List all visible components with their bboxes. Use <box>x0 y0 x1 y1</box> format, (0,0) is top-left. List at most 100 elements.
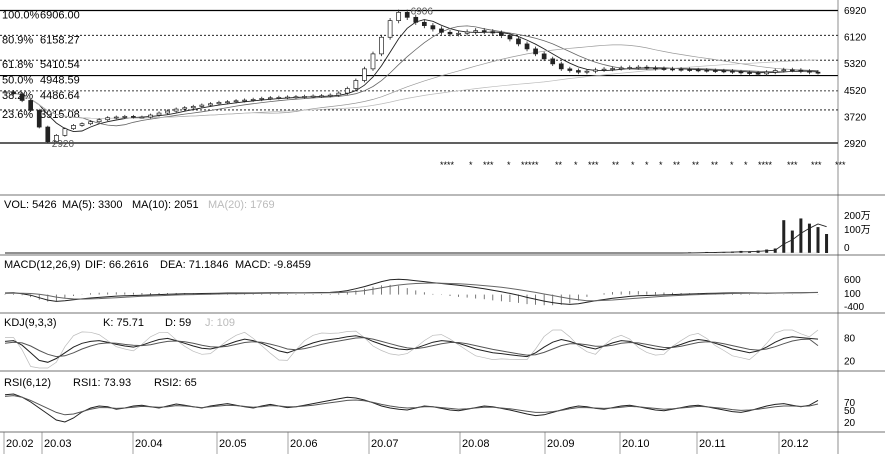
candle-body <box>730 70 735 73</box>
candle-body <box>687 69 692 71</box>
candle-body <box>387 20 393 38</box>
x-axis-label: 20.11 <box>699 438 726 450</box>
signal-mark: * <box>659 160 663 170</box>
signal-mark: ** <box>673 160 681 170</box>
candle-body <box>353 80 359 89</box>
candle-body <box>558 63 564 70</box>
candle-body <box>122 116 128 118</box>
volume-bar <box>765 249 769 253</box>
signal-mark: **** <box>758 160 773 170</box>
volume-bar <box>773 248 777 253</box>
candle-body <box>233 100 239 103</box>
volume-bar <box>816 227 820 253</box>
candle-body <box>79 123 85 126</box>
vol-y-tick: 100万 <box>844 225 871 236</box>
candle-body <box>807 70 812 73</box>
candle-body <box>2 91 8 94</box>
candle-body <box>653 67 658 70</box>
candle-body <box>404 11 410 18</box>
macd-y-tick: -400 <box>844 302 864 313</box>
candle-body <box>156 112 162 116</box>
candle-body <box>618 67 624 70</box>
candle-body <box>199 104 205 107</box>
candle-body <box>576 70 581 73</box>
signal-mark: ** <box>555 160 563 170</box>
candle-body <box>781 69 787 72</box>
candle-body <box>413 16 419 23</box>
vol-y-tick: 0 <box>844 243 850 254</box>
fib-value-label: 5410.54 <box>40 59 80 71</box>
volume-bar <box>756 250 760 253</box>
candle-body <box>11 91 16 95</box>
candle-body <box>319 95 324 98</box>
kdj-y-tick: 80 <box>844 334 856 345</box>
x-axis-label: 20.08 <box>462 438 490 450</box>
vol-ma5-line <box>5 223 827 254</box>
candle-body <box>421 21 427 26</box>
volume-bar <box>799 218 803 253</box>
macd-dea-label: DEA: 71.1846 <box>160 259 229 271</box>
candle-body <box>216 102 222 105</box>
macd-y-tick: 600 <box>844 275 861 286</box>
candle-body <box>208 103 213 106</box>
signal-mark: * <box>507 160 511 170</box>
candle-body <box>481 30 487 32</box>
candle-body <box>439 28 444 33</box>
candle-body <box>755 72 761 75</box>
fib-pct-label: 23.6% <box>2 109 33 121</box>
kdj-j-label: J: 109 <box>205 317 235 329</box>
candle-body <box>336 92 342 96</box>
signal-mark: * <box>730 160 734 170</box>
macd-dea-line <box>4 282 819 302</box>
fib-value-label: 6906.00 <box>40 9 80 21</box>
candle-body <box>310 95 316 98</box>
candle-body <box>62 128 68 136</box>
rsi-y-tick: 50 <box>844 406 856 417</box>
x-axis-label: 20.12 <box>781 438 809 450</box>
rsi-label: RSI(6,12) <box>4 377 51 389</box>
macd-dif-label: DIF: 66.2616 <box>85 259 149 271</box>
candle-body <box>550 58 556 65</box>
x-axis-label: 20.06 <box>290 438 318 450</box>
candle-body <box>490 31 496 34</box>
price-y-tick: 3720 <box>844 112 867 123</box>
candle-body <box>327 94 333 97</box>
candle-body <box>139 116 145 119</box>
volume-bar <box>807 223 811 253</box>
high-marker-label: 6906 <box>411 6 434 17</box>
candle-body <box>19 93 25 101</box>
candle-body <box>712 70 718 72</box>
candle-body <box>250 99 256 101</box>
candle-body <box>627 67 633 69</box>
candle-body <box>789 69 795 72</box>
candle-body <box>764 71 770 75</box>
price-y-tick: 4520 <box>844 86 867 97</box>
candle-body <box>524 43 530 50</box>
candle-body <box>96 119 102 123</box>
candle-body <box>148 114 153 118</box>
volume-bar <box>722 252 726 253</box>
vol-y-tick: 200万 <box>844 211 871 222</box>
signal-mark: *** <box>588 160 599 170</box>
price-y-tick: 6920 <box>844 6 867 17</box>
candle-body <box>721 70 727 73</box>
x-axis-label: 20.03 <box>44 438 72 450</box>
kdj-y-tick: 20 <box>844 356 856 367</box>
fib-pct-label: 61.8% <box>2 59 33 71</box>
volume-bar <box>790 230 794 253</box>
kdj-label: KDJ(9,3,3) <box>4 317 57 329</box>
price-y-tick: 5320 <box>844 59 867 70</box>
candle-body <box>593 69 598 72</box>
signal-mark: ***** <box>521 160 539 170</box>
candle-body <box>71 125 76 130</box>
volume-bar <box>825 234 829 253</box>
price-y-tick: 2920 <box>844 139 867 150</box>
kdj-d-label: D: 59 <box>165 317 191 329</box>
rsi1-line <box>4 393 819 423</box>
candle-body <box>285 96 290 99</box>
candle-body <box>747 72 752 74</box>
kdj-k-line <box>4 335 819 363</box>
candle-body <box>464 31 470 34</box>
candle-body <box>601 68 607 71</box>
